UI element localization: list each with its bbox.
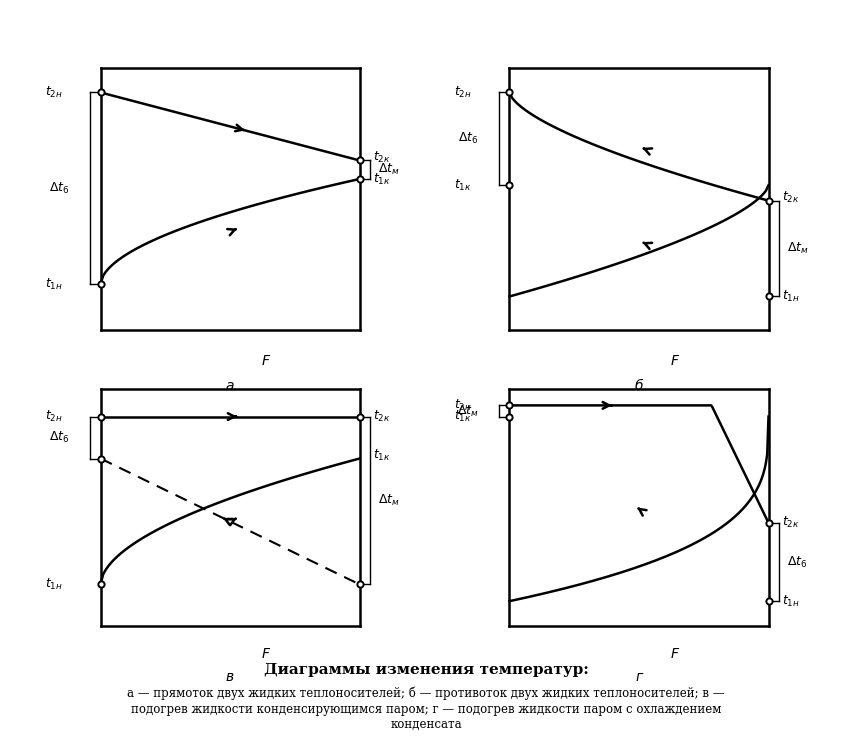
Text: $F$: $F$ [261, 354, 271, 369]
Text: $F$: $F$ [670, 647, 680, 662]
Text: а — прямоток двух жидких теплоносителей; б — противоток двух жидких теплоносител: а — прямоток двух жидких теплоносителей;… [127, 687, 725, 700]
Text: $t_{1к}$: $t_{1к}$ [373, 448, 391, 463]
Text: $t_{2н}$: $t_{2н}$ [454, 85, 472, 100]
Text: $t_{2к}$: $t_{2к}$ [782, 515, 800, 531]
Text: $t_{1н}$: $t_{1н}$ [782, 594, 800, 609]
Text: $t_{2н}$: $t_{2н}$ [45, 85, 63, 100]
Text: $t_{1к}$: $t_{1к}$ [454, 409, 472, 424]
Text: $t_{1к}$: $t_{1к}$ [454, 177, 472, 193]
Text: конденсата: конденсата [390, 718, 462, 731]
Text: $F$: $F$ [261, 647, 271, 662]
Text: подогрев жидкости конденсирующимся паром; г — подогрев жидкости паром с охлажден: подогрев жидкости конденсирующимся паром… [131, 703, 721, 716]
Text: Диаграммы изменения температур:: Диаграммы изменения температур: [263, 662, 589, 677]
Text: $\Delta t_6$: $\Delta t_6$ [49, 430, 70, 445]
Text: а: а [226, 379, 234, 393]
Text: $\Delta t_м$: $\Delta t_м$ [458, 403, 479, 419]
Text: $\Delta t_м$: $\Delta t_м$ [787, 241, 809, 256]
Text: $t_{1н}$: $t_{1н}$ [45, 277, 63, 291]
Text: $t_{1н}$: $t_{1н}$ [45, 577, 63, 592]
Text: $t_{2н}$: $t_{2н}$ [45, 409, 63, 424]
Text: $\Delta t_6$: $\Delta t_6$ [787, 554, 808, 570]
Text: $\Delta t_6$: $\Delta t_6$ [458, 131, 479, 146]
Text: $t_{2к}$: $t_{2к}$ [373, 150, 391, 165]
Text: $t_{2к}$: $t_{2к}$ [782, 190, 800, 205]
Text: $F$: $F$ [670, 354, 680, 369]
Text: $\Delta t_м$: $\Delta t_м$ [378, 493, 400, 508]
Text: б: б [635, 379, 643, 393]
Text: $\Delta t_м$: $\Delta t_м$ [378, 162, 400, 177]
Text: $\Delta t_6$: $\Delta t_6$ [49, 181, 70, 196]
Text: $t_{1н}$: $t_{1н}$ [782, 289, 800, 304]
Text: $t_{1к}$: $t_{1к}$ [373, 171, 391, 186]
Text: в: в [226, 670, 234, 684]
Text: г: г [636, 670, 642, 684]
Text: $t_{2к}$: $t_{2к}$ [373, 409, 391, 424]
Text: $t_{2н}$: $t_{2н}$ [454, 398, 472, 413]
